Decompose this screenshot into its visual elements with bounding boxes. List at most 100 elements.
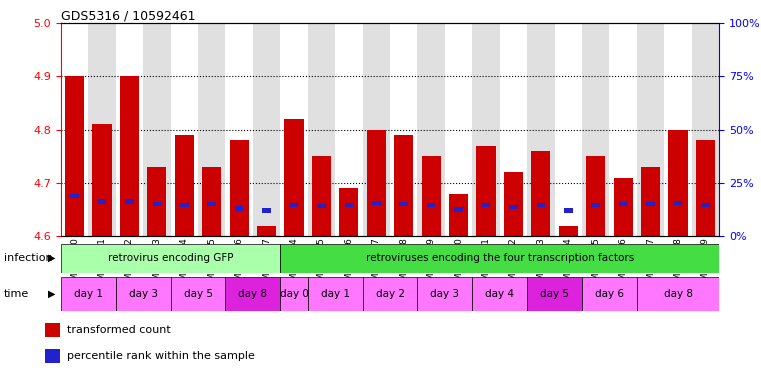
Bar (345, 203, 353, 207)
Text: retrovirus encoding GFP: retrovirus encoding GFP (108, 253, 234, 263)
Bar (198, 23, 225, 236)
Bar (180, 203, 189, 207)
Bar (152, 202, 161, 206)
Bar (88, 23, 116, 236)
Bar (61, 277, 116, 311)
Bar (235, 206, 244, 210)
Bar (372, 201, 380, 205)
Bar (559, 225, 578, 236)
Bar (225, 277, 280, 311)
Bar (253, 23, 280, 236)
Text: day 8: day 8 (664, 289, 693, 299)
Bar (170, 23, 198, 236)
Bar (454, 207, 463, 212)
Bar (362, 23, 390, 236)
Bar (500, 23, 527, 236)
Bar (61, 23, 88, 236)
Bar (225, 23, 253, 236)
Text: day 1: day 1 (74, 289, 103, 299)
Bar (362, 277, 418, 311)
Bar (527, 277, 582, 311)
Bar (70, 194, 79, 198)
Bar (537, 203, 545, 207)
Bar (280, 244, 719, 273)
Text: day 0: day 0 (279, 289, 308, 299)
Text: day 3: day 3 (431, 289, 460, 299)
Text: day 5: day 5 (540, 289, 569, 299)
Bar (476, 146, 495, 236)
Bar (394, 135, 413, 236)
Bar (400, 202, 408, 206)
Bar (646, 202, 655, 206)
Text: day 3: day 3 (129, 289, 158, 299)
Text: day 6: day 6 (595, 289, 624, 299)
Bar (445, 23, 473, 236)
Bar (668, 130, 688, 236)
Bar (65, 76, 84, 236)
Bar (527, 23, 555, 236)
Bar (335, 23, 362, 236)
Bar (422, 156, 441, 236)
Bar (45, 349, 60, 363)
Bar (307, 277, 362, 311)
Bar (116, 23, 143, 236)
Bar (390, 23, 418, 236)
Bar (92, 124, 112, 236)
Bar (696, 140, 715, 236)
Text: infection: infection (4, 253, 53, 263)
Bar (482, 203, 490, 207)
Text: ▶: ▶ (48, 253, 56, 263)
Bar (97, 199, 107, 204)
Bar (591, 203, 600, 207)
Text: day 5: day 5 (183, 289, 212, 299)
Bar (701, 203, 710, 207)
Bar (582, 277, 637, 311)
Text: day 4: day 4 (486, 289, 514, 299)
Bar (449, 194, 468, 236)
Bar (427, 203, 435, 207)
Bar (586, 156, 605, 236)
Bar (125, 199, 134, 204)
Text: day 1: day 1 (320, 289, 349, 299)
Bar (175, 135, 194, 236)
Bar (290, 203, 298, 207)
Bar (555, 23, 582, 236)
Bar (116, 277, 170, 311)
Bar (170, 277, 225, 311)
Bar (509, 205, 517, 209)
Bar (257, 225, 276, 236)
Bar (119, 76, 139, 236)
Bar (263, 208, 271, 213)
Text: GDS5316 / 10592461: GDS5316 / 10592461 (61, 10, 196, 23)
Bar (641, 167, 661, 236)
Bar (418, 23, 445, 236)
Bar (148, 167, 167, 236)
Bar (45, 323, 60, 337)
Text: transformed count: transformed count (67, 325, 170, 335)
Bar (202, 167, 221, 236)
Bar (280, 277, 307, 311)
Bar (367, 130, 386, 236)
Bar (280, 23, 307, 236)
Bar (418, 277, 473, 311)
Bar (613, 177, 632, 236)
Bar (285, 119, 304, 236)
Bar (473, 23, 500, 236)
Bar (531, 151, 550, 236)
Bar (673, 201, 683, 205)
Bar (208, 202, 216, 206)
Bar (317, 204, 326, 209)
Text: day 8: day 8 (238, 289, 267, 299)
Bar (473, 277, 527, 311)
Text: percentile rank within the sample: percentile rank within the sample (67, 351, 255, 361)
Text: retroviruses encoding the four transcription factors: retroviruses encoding the four transcrip… (365, 253, 634, 263)
Bar (339, 188, 358, 236)
Bar (564, 208, 572, 213)
Bar (637, 23, 664, 236)
Bar (307, 23, 335, 236)
Text: day 2: day 2 (375, 289, 405, 299)
Text: time: time (4, 289, 29, 299)
Text: ▶: ▶ (48, 289, 56, 299)
Bar (143, 23, 170, 236)
Bar (504, 172, 523, 236)
